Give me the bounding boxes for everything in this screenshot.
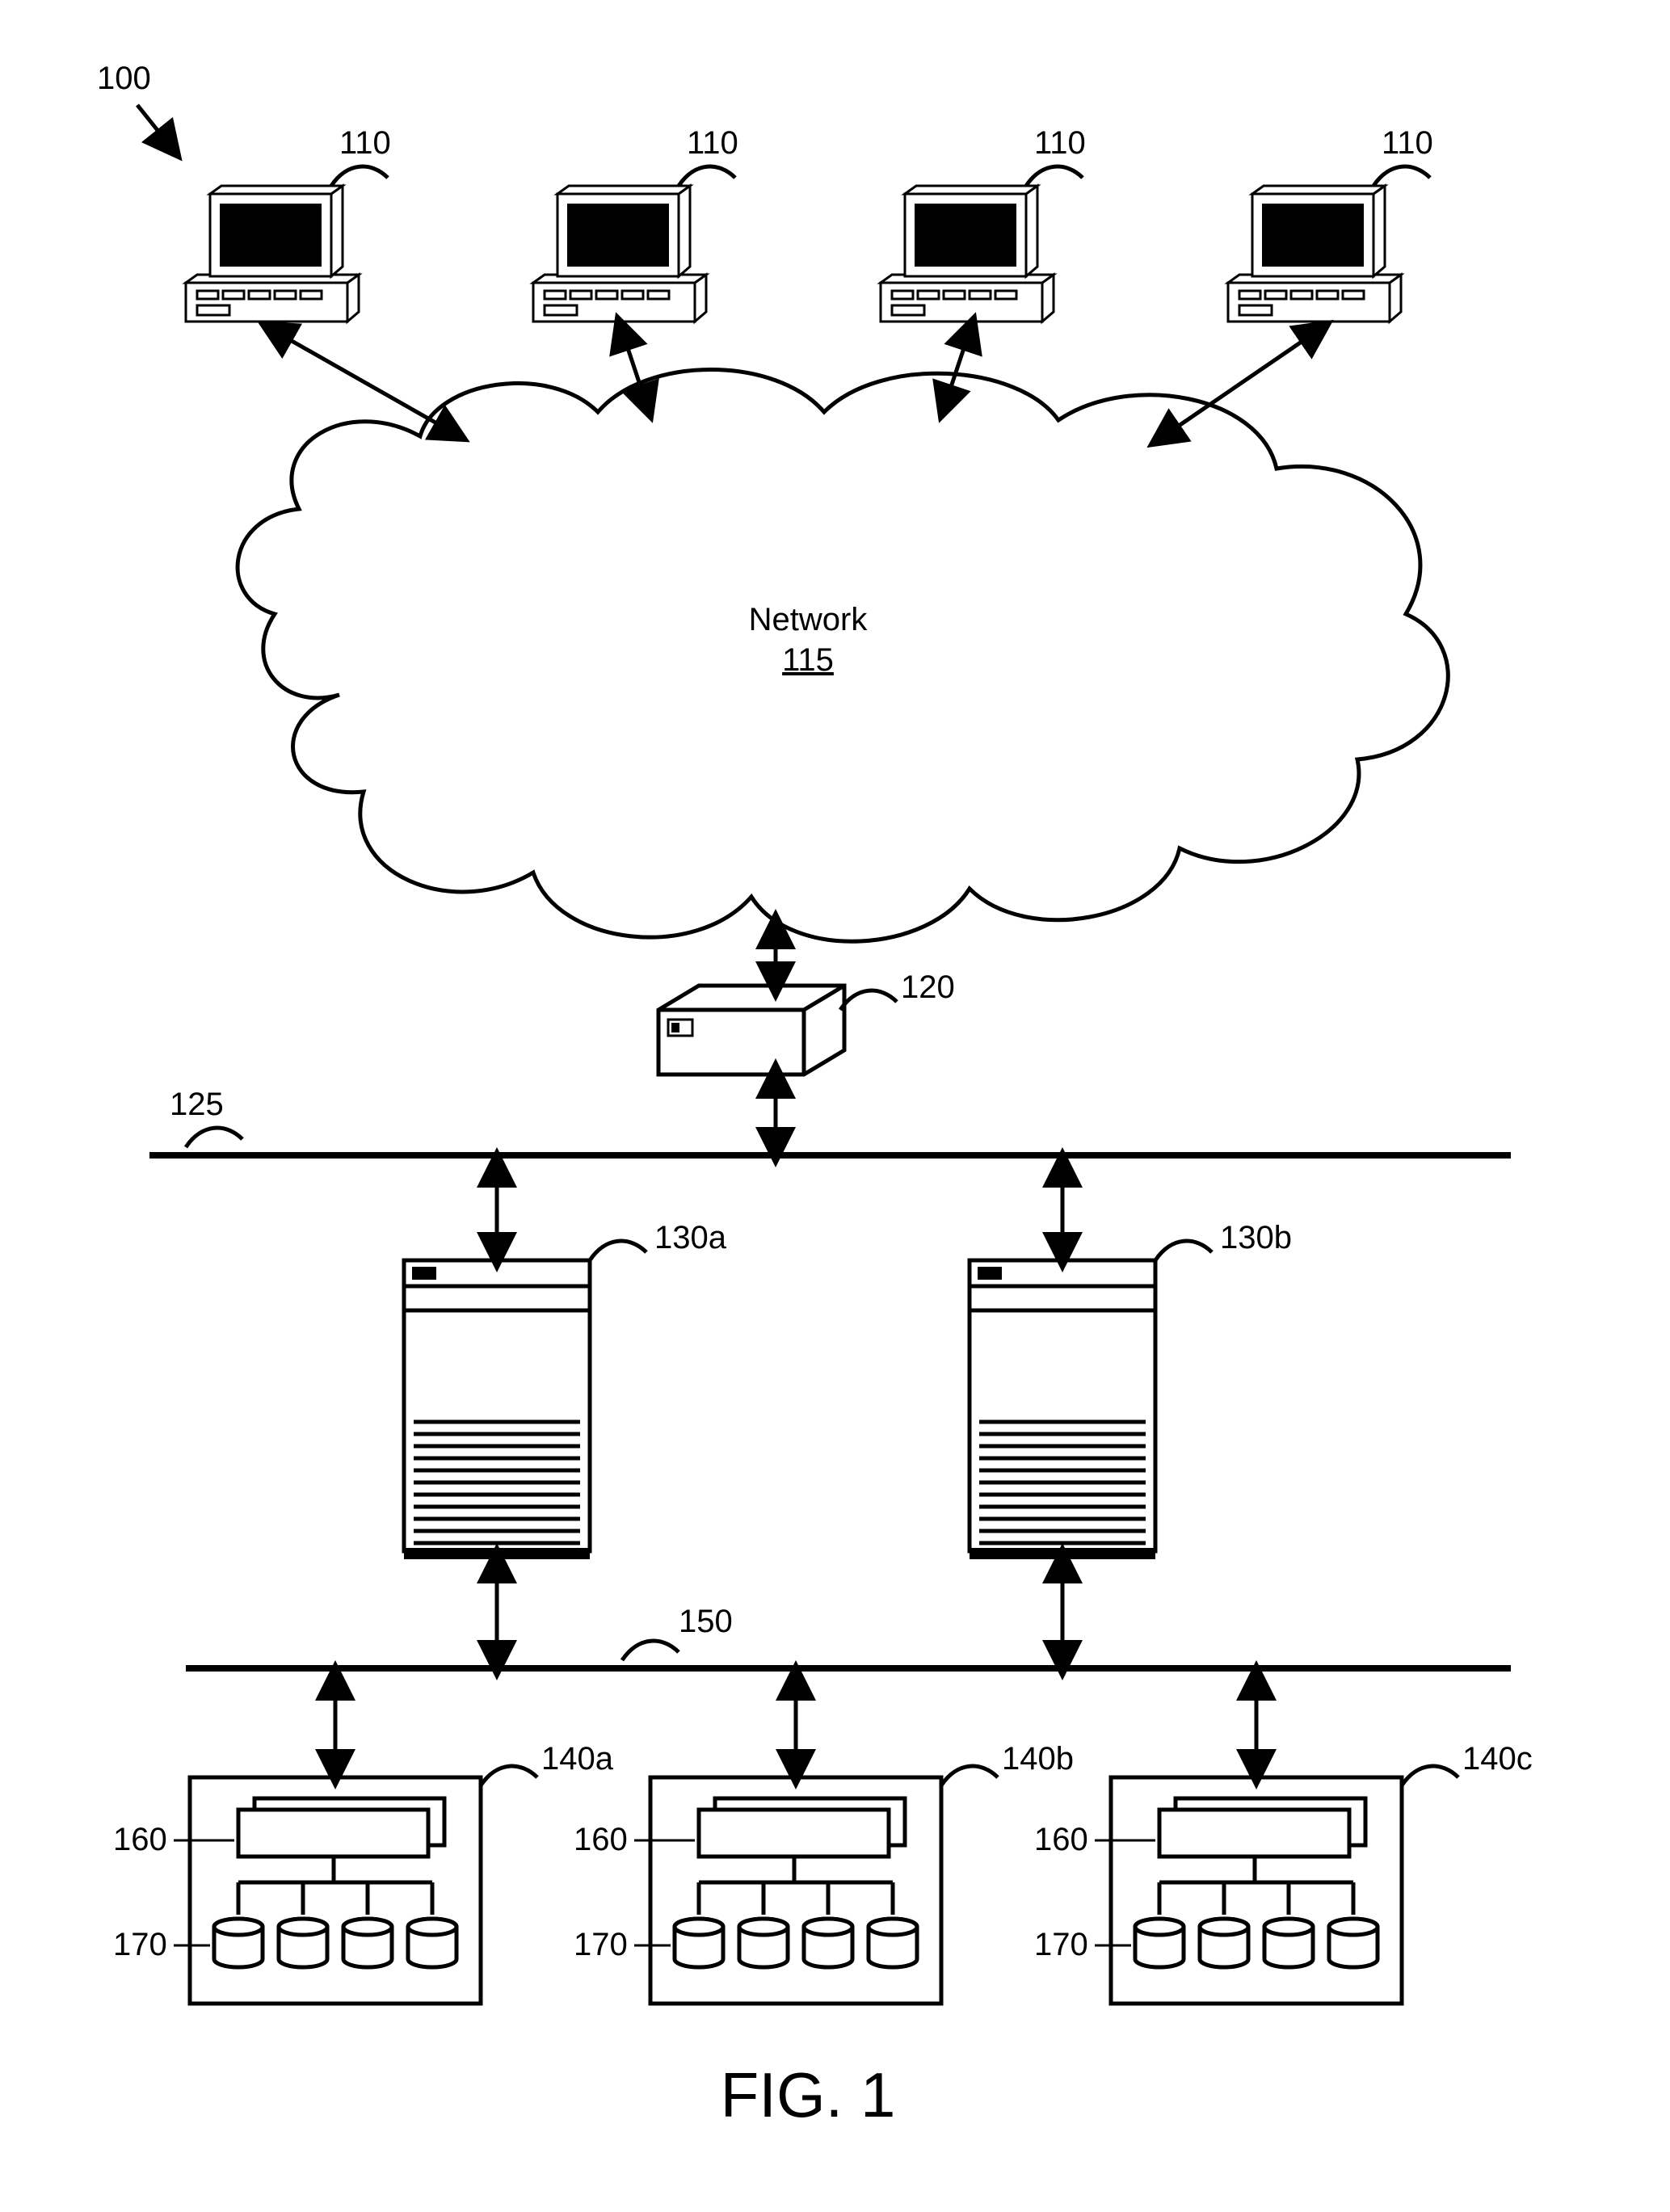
disk-label-c: 170 xyxy=(1034,1927,1088,1962)
computer-label-2: 110 xyxy=(687,125,738,161)
storage-a xyxy=(190,1777,481,2004)
computer-4 xyxy=(1228,186,1401,322)
computer-label-4: 110 xyxy=(1382,125,1433,161)
computer-label-3: 110 xyxy=(1034,125,1086,161)
link-pc1-cloud xyxy=(275,331,452,432)
storage-c xyxy=(1111,1777,1402,2004)
server-b-label: 130b xyxy=(1220,1220,1292,1255)
computer-1 xyxy=(186,186,359,322)
storage-c-label: 140c xyxy=(1462,1741,1533,1777)
disk-label-a: 170 xyxy=(113,1927,167,1962)
network-cloud xyxy=(238,370,1448,942)
controller-label-c: 160 xyxy=(1034,1822,1088,1857)
bus2-label: 150 xyxy=(679,1604,733,1639)
server-b xyxy=(970,1260,1155,1559)
computer-3 xyxy=(881,186,1054,322)
network-ref: 115 xyxy=(782,642,834,678)
bus1-label: 125 xyxy=(170,1087,224,1122)
computer-label-1: 110 xyxy=(339,125,391,161)
server-a-label: 130a xyxy=(654,1220,727,1255)
storage-b xyxy=(650,1777,941,2004)
network-label: Network xyxy=(749,602,869,637)
controller-label-a: 160 xyxy=(113,1822,167,1857)
router xyxy=(658,986,844,1074)
server-a xyxy=(404,1260,590,1559)
router-label: 120 xyxy=(901,969,955,1005)
controller-label-b: 160 xyxy=(574,1822,628,1857)
storage-a-label: 140a xyxy=(541,1741,614,1777)
storage-b-label: 140b xyxy=(1002,1741,1074,1777)
computer-2 xyxy=(533,186,706,322)
system-label: 100 xyxy=(97,61,151,96)
disk-label-b: 170 xyxy=(574,1927,628,1962)
figure-caption: FIG. 1 xyxy=(721,2059,896,2130)
